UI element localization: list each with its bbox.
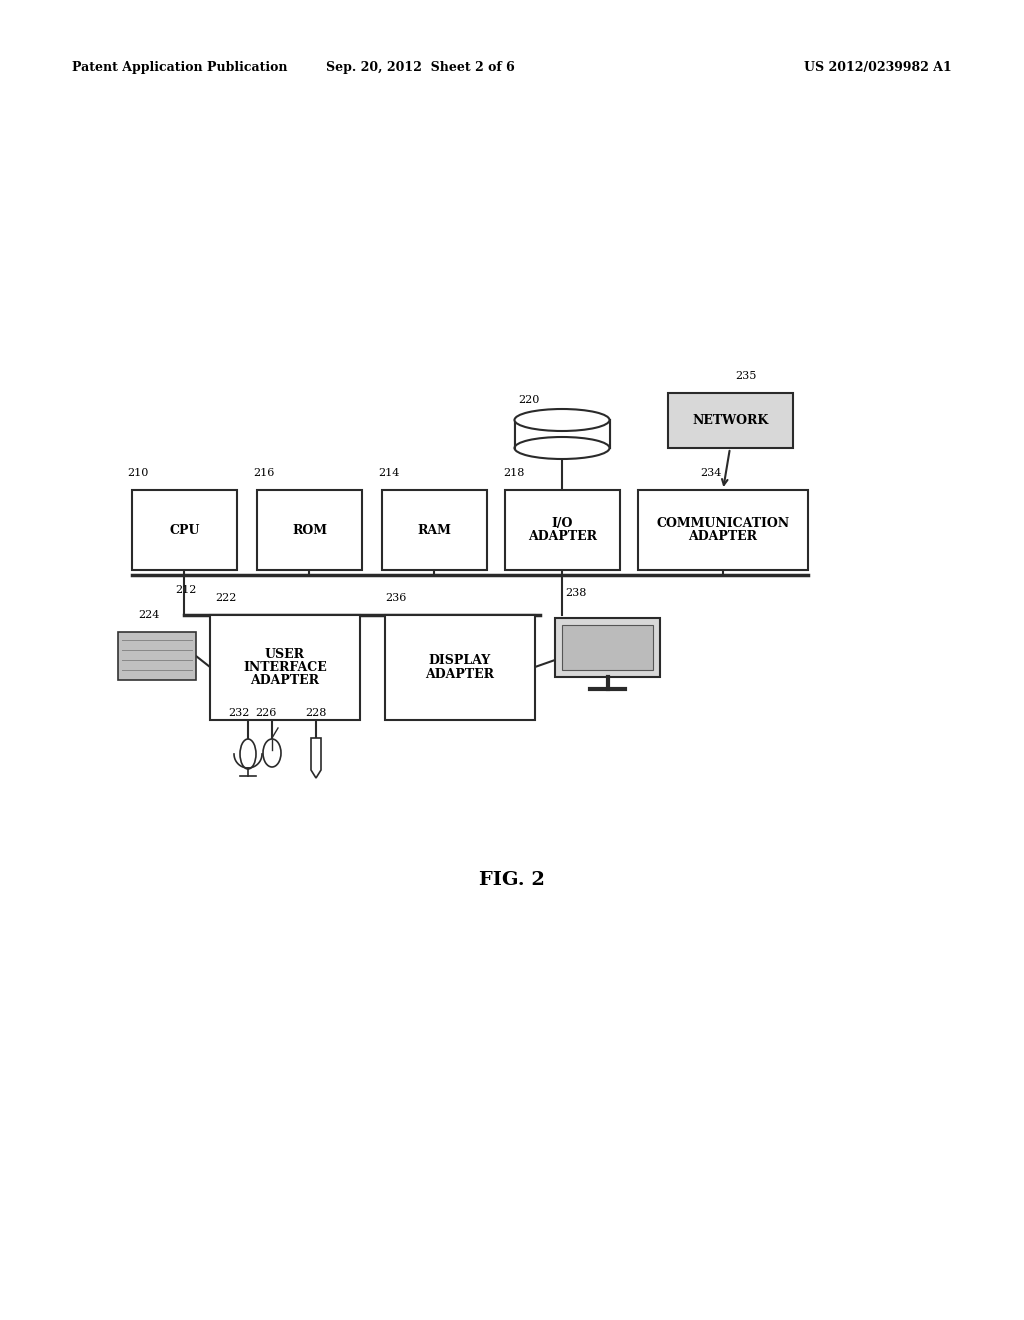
Text: INTERFACE: INTERFACE — [243, 661, 327, 675]
Ellipse shape — [240, 739, 256, 770]
Text: 226: 226 — [255, 708, 276, 718]
FancyBboxPatch shape — [385, 615, 535, 719]
Polygon shape — [562, 624, 653, 669]
FancyBboxPatch shape — [118, 632, 196, 680]
Text: ADAPTER: ADAPTER — [688, 531, 758, 543]
Text: ROM: ROM — [292, 524, 327, 536]
Polygon shape — [311, 738, 321, 777]
FancyBboxPatch shape — [505, 490, 620, 570]
Text: 212: 212 — [175, 585, 197, 595]
Text: Patent Application Publication: Patent Application Publication — [72, 62, 288, 74]
Text: 232: 232 — [228, 708, 250, 718]
Text: 235: 235 — [735, 371, 757, 381]
FancyBboxPatch shape — [668, 393, 793, 447]
Ellipse shape — [263, 739, 281, 767]
Text: 234: 234 — [700, 469, 721, 478]
Text: 214: 214 — [378, 469, 399, 478]
Text: 228: 228 — [305, 708, 327, 718]
Polygon shape — [514, 420, 609, 447]
Text: I/O: I/O — [552, 517, 573, 531]
Text: 224: 224 — [138, 610, 160, 620]
Text: US 2012/0239982 A1: US 2012/0239982 A1 — [804, 62, 952, 74]
Text: 218: 218 — [503, 469, 524, 478]
Text: CPU: CPU — [169, 524, 200, 536]
Ellipse shape — [514, 409, 609, 432]
Text: 216: 216 — [253, 469, 274, 478]
Text: DISPLAY: DISPLAY — [429, 655, 492, 668]
FancyBboxPatch shape — [257, 490, 362, 570]
Text: ADAPTER: ADAPTER — [426, 668, 495, 681]
Ellipse shape — [514, 437, 609, 459]
Text: 220: 220 — [518, 395, 540, 405]
FancyBboxPatch shape — [638, 490, 808, 570]
FancyBboxPatch shape — [132, 490, 237, 570]
Polygon shape — [555, 618, 660, 676]
Text: USER: USER — [265, 648, 305, 661]
Text: ADAPTER: ADAPTER — [251, 675, 319, 686]
Text: COMMUNICATION: COMMUNICATION — [656, 517, 790, 531]
Text: FIG. 2: FIG. 2 — [479, 871, 545, 888]
Text: Sep. 20, 2012  Sheet 2 of 6: Sep. 20, 2012 Sheet 2 of 6 — [326, 62, 514, 74]
Text: NETWORK: NETWORK — [692, 414, 769, 426]
Text: RAM: RAM — [418, 524, 452, 536]
Text: ADAPTER: ADAPTER — [528, 531, 597, 543]
Text: 222: 222 — [215, 593, 237, 603]
FancyBboxPatch shape — [210, 615, 360, 719]
Text: 210: 210 — [127, 469, 148, 478]
Text: 236: 236 — [385, 593, 407, 603]
Text: 238: 238 — [565, 587, 587, 598]
FancyBboxPatch shape — [382, 490, 487, 570]
